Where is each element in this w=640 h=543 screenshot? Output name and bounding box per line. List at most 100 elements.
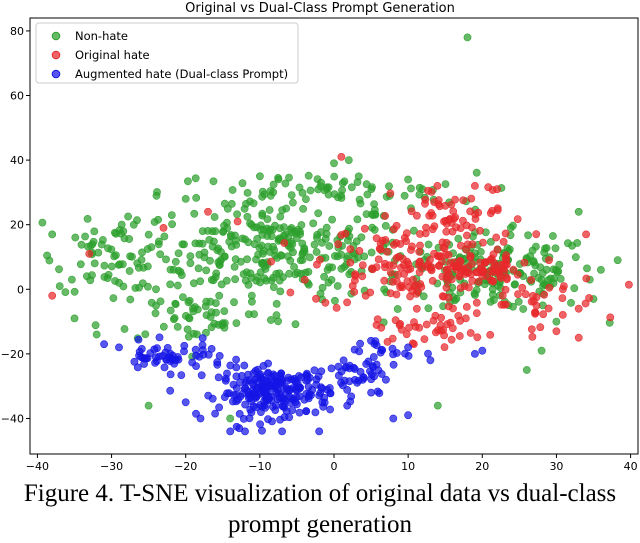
scatter-point <box>238 179 247 188</box>
scatter-point <box>558 310 567 319</box>
scatter-point <box>316 289 325 298</box>
y-tick-label: 80 <box>10 25 24 38</box>
scatter-point <box>304 267 313 276</box>
scatter-point <box>207 344 216 353</box>
scatter-point <box>424 240 433 249</box>
scatter-point <box>167 211 176 219</box>
scatter-point <box>415 268 424 277</box>
scatter-point <box>455 332 464 340</box>
y-tick-label: 40 <box>10 154 24 167</box>
scatter-point <box>97 240 106 249</box>
scatter-point <box>252 223 261 232</box>
scatter-point <box>473 333 482 342</box>
scatter-point <box>166 306 175 315</box>
scatter-point <box>249 199 258 208</box>
scatter-point <box>276 415 284 424</box>
scatter-point <box>470 181 479 190</box>
scatter-point <box>269 188 278 197</box>
legend-marker <box>51 69 61 79</box>
scatter-point <box>89 237 98 246</box>
scatter-point <box>440 331 448 340</box>
scatter-point <box>211 409 219 418</box>
scatter-point <box>201 302 210 311</box>
scatter-point <box>293 379 302 388</box>
scatter-point <box>126 295 135 304</box>
scatter-point <box>151 353 160 362</box>
scatter-point <box>166 370 175 379</box>
scatter-point <box>406 292 414 301</box>
scatter-point <box>226 427 235 436</box>
scatter-point <box>493 204 502 213</box>
scatter-point <box>514 290 522 298</box>
scatter-point <box>120 325 129 333</box>
scatter-point <box>390 240 398 249</box>
scatter-point <box>459 264 468 273</box>
scatter-point <box>243 387 252 396</box>
scatter-point <box>279 402 288 411</box>
scatter-point <box>551 244 560 253</box>
scatter-point <box>291 398 300 406</box>
scatter-point <box>407 207 416 216</box>
scatter-point <box>440 343 449 351</box>
scatter-point <box>241 400 249 409</box>
scatter-point <box>222 276 231 285</box>
scatter-point <box>372 321 381 329</box>
scatter-point <box>264 242 272 251</box>
scatter-point <box>38 218 47 227</box>
scatter-point <box>474 208 483 217</box>
scatter-point <box>226 414 235 423</box>
scatter-point <box>260 274 269 283</box>
scatter-point <box>358 261 367 269</box>
scatter-point <box>192 409 200 418</box>
scatter-point <box>454 234 463 243</box>
scatter-point <box>556 274 565 283</box>
scatter-point <box>522 366 531 374</box>
scatter-point <box>545 283 554 292</box>
scatter-point <box>392 290 401 299</box>
scatter-point <box>585 294 593 302</box>
x-tick-label: 30 <box>549 460 563 473</box>
scatter-point <box>362 360 371 368</box>
series-1-points <box>48 152 633 351</box>
scatter-point <box>128 252 136 261</box>
scatter-point <box>223 204 232 213</box>
scatter-point <box>383 247 391 256</box>
scatter-point <box>421 195 430 204</box>
scatter-point <box>330 159 338 168</box>
scatter-point <box>386 268 395 277</box>
scatter-point <box>400 191 409 200</box>
scatter-point <box>154 237 163 246</box>
scatter-point <box>583 264 591 273</box>
y-tick-label: 0 <box>17 283 24 296</box>
scatter-point <box>109 294 118 302</box>
scatter-point <box>282 204 291 213</box>
scatter-point <box>268 417 276 426</box>
scatter-point <box>367 185 376 193</box>
scatter-point <box>404 265 412 274</box>
scatter-point <box>422 262 431 271</box>
x-tick-label: −40 <box>26 460 49 473</box>
scatter-point <box>343 298 351 307</box>
scatter-point <box>328 215 336 224</box>
scatter-point <box>247 408 256 417</box>
scatter-point <box>241 427 249 436</box>
scatter-point <box>527 276 536 284</box>
scatter-point <box>213 246 222 255</box>
scatter-point <box>210 213 219 221</box>
scatter-point <box>156 250 165 259</box>
scatter-point <box>180 341 189 350</box>
scatter-point <box>252 403 261 412</box>
scatter-point <box>493 185 501 194</box>
scatter-point <box>381 236 390 244</box>
scatter-point <box>446 214 454 223</box>
scatter-point <box>389 360 398 369</box>
scatter-point <box>415 247 424 256</box>
scatter-point <box>298 256 307 264</box>
scatter-point <box>532 293 541 302</box>
scatter-point <box>550 274 558 283</box>
scatter-point <box>459 196 468 205</box>
scatter-point <box>428 211 437 220</box>
scatter-point <box>124 212 133 221</box>
scatter-point <box>545 256 553 265</box>
scatter-point <box>567 298 575 307</box>
